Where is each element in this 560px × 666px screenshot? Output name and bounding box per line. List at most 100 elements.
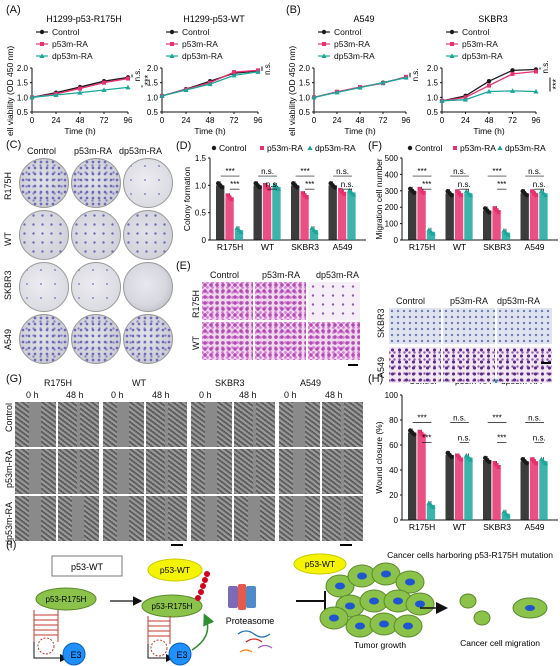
- e-col-label: Control: [210, 270, 240, 280]
- data-point: [449, 53, 455, 58]
- y-tick-label: 100: [385, 220, 399, 229]
- panel-label-e: (E): [176, 260, 191, 272]
- g-group-label: WT: [132, 378, 146, 388]
- sig-label: n.s.: [528, 167, 541, 176]
- p53-r175h-label-1: p53-R175H: [46, 595, 87, 604]
- bar: [492, 210, 501, 240]
- sig-label: n.s.: [133, 68, 142, 81]
- cell-nucleus: [329, 614, 339, 622]
- colony-plate: [19, 314, 69, 364]
- wound-image: [279, 496, 320, 541]
- sig-label: n.s.: [528, 414, 541, 423]
- c-row-label: SKBR3: [3, 270, 13, 300]
- bar: [347, 192, 356, 240]
- legend-label: p53m-RA: [267, 143, 303, 153]
- f-col-label: dp53m-RA: [497, 296, 541, 306]
- p53-r175h-label-2: p53-R175H: [152, 602, 193, 611]
- e-col-label: p53m-RA: [262, 270, 301, 280]
- data-point: [403, 75, 409, 80]
- p53-wt-label-3: p53-WT: [305, 559, 335, 569]
- x-axis-label: Time (h): [473, 126, 504, 136]
- data-point: [530, 189, 535, 194]
- y-tick-label: 0: [394, 516, 399, 525]
- y-tick-label: 1.5: [299, 79, 311, 88]
- wound-image: [58, 496, 99, 541]
- y-axis-label: Cell viability (OD 450 nm): [287, 46, 297, 136]
- x-tick-label: SKBR3: [291, 242, 319, 252]
- x-tick-label: 0: [312, 116, 317, 125]
- wound-image: [322, 449, 363, 494]
- x-tick-label: 72: [508, 116, 517, 125]
- migration-image: [202, 282, 253, 320]
- scale-bar: [171, 544, 183, 546]
- legend-label: dp53m-RA: [334, 51, 375, 61]
- f-row-label: A549: [376, 356, 386, 378]
- f-row-label: SKBR3: [376, 308, 386, 338]
- bar: [529, 461, 539, 520]
- panel-label-c: (C): [6, 139, 22, 151]
- x-axis-label: Time (h): [194, 126, 225, 136]
- data-point: [510, 71, 515, 76]
- y-axis-label: Colony formation: [182, 167, 192, 232]
- x-tick-label: R175H: [409, 522, 435, 532]
- legend-label: p53m-RA: [334, 39, 370, 49]
- e3-circle-2: [168, 642, 192, 666]
- data-point: [53, 92, 59, 97]
- bar: [253, 185, 262, 240]
- panel-label-f: (F): [368, 140, 383, 152]
- y-tick-label: 0.5: [147, 108, 159, 117]
- data-point: [453, 146, 457, 150]
- bar: [426, 231, 436, 240]
- colony-plate: [71, 158, 121, 208]
- migration-image: [389, 347, 441, 383]
- data-point: [77, 90, 83, 95]
- data-point: [265, 184, 270, 189]
- legend-label: dp53m-RA: [52, 51, 93, 61]
- y-axis-label: Migration cell number: [374, 158, 384, 239]
- x-tick-label: 72: [100, 116, 109, 125]
- bar: [454, 457, 464, 520]
- y-tick-label: 0.5: [195, 209, 207, 218]
- y-tick-label: 2.0: [147, 64, 159, 73]
- data-point: [255, 69, 261, 74]
- legend-label: dp53m-RA: [315, 143, 356, 153]
- data-point: [229, 197, 234, 202]
- data-point: [40, 42, 44, 46]
- y-tick-label: 1.5: [427, 79, 439, 88]
- bar: [272, 186, 281, 240]
- g-time-label: 48 h: [152, 390, 170, 400]
- y-tick-label: 1.0: [147, 93, 159, 102]
- data-point: [332, 185, 337, 190]
- g-time-label: 0 h: [284, 390, 297, 400]
- data-point: [275, 186, 282, 191]
- data-point: [497, 145, 503, 150]
- scale-bar: [340, 544, 352, 546]
- sig-label: ***: [551, 78, 560, 89]
- sig-label: ***: [497, 180, 506, 189]
- y-axis-label: Cell viability (OD 450 nm): [5, 46, 15, 136]
- data-point: [411, 190, 417, 195]
- legend-label: p53m-RA: [462, 39, 498, 49]
- data-point: [350, 191, 357, 197]
- bar: [483, 210, 492, 240]
- legend-label: Control: [334, 27, 362, 37]
- wound-image: [146, 449, 187, 494]
- sig-label: n.s.: [541, 61, 550, 74]
- y-tick-label: 200: [385, 203, 399, 212]
- x-tick-label: 0: [160, 116, 165, 125]
- bar: [225, 197, 234, 240]
- y-tick-label: 100: [385, 391, 399, 400]
- data-point: [430, 231, 436, 236]
- data-point: [487, 83, 491, 88]
- y-tick-label: 0.5: [427, 108, 439, 117]
- sig-label: ***: [417, 414, 426, 423]
- e3-circle-1: [62, 642, 86, 666]
- p53-r175h-ellipse: [141, 594, 203, 618]
- legend-label: Control: [52, 27, 80, 37]
- data-point: [294, 185, 300, 190]
- wound-image: [279, 449, 320, 494]
- x-tick-label: 24: [333, 116, 342, 125]
- data-point: [486, 79, 492, 84]
- bar: [539, 193, 548, 240]
- x-tick-label: 72: [379, 116, 388, 125]
